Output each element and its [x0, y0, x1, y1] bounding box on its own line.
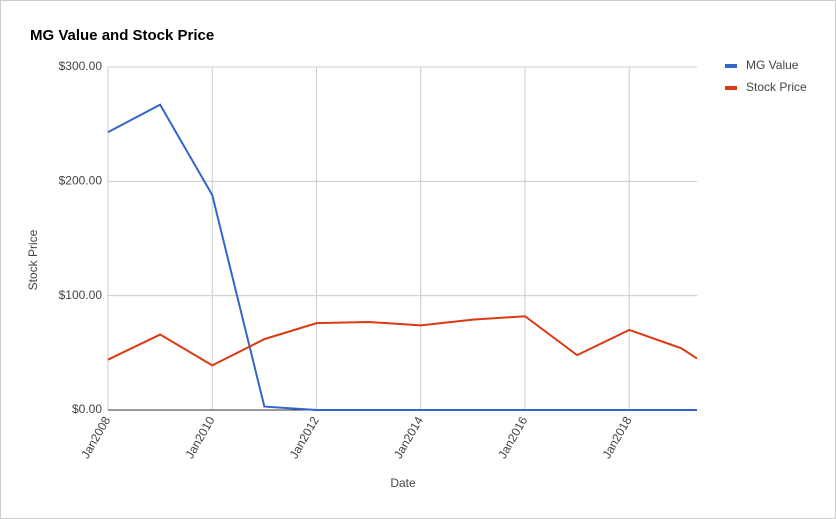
y-tick-label: $0.00: [72, 402, 102, 416]
y-tick-label: $200.00: [59, 174, 103, 188]
y-axis-label: Stock Price: [26, 229, 40, 290]
x-axis-label: Date: [390, 476, 416, 490]
y-tick-label: $300.00: [59, 59, 103, 73]
series-line: [107, 315, 698, 367]
legend-swatch: [725, 64, 737, 68]
legend-swatch: [725, 86, 737, 90]
chart-title: MG Value and Stock Price: [30, 27, 214, 44]
series-line: [107, 103, 697, 411]
legend-label: Stock Price: [746, 80, 807, 94]
y-tick-label: $100.00: [59, 288, 103, 302]
legend-label: MG Value: [746, 58, 799, 72]
